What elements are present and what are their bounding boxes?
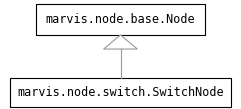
Text: marvis.node.base.Node: marvis.node.base.Node [46, 13, 195, 26]
Bar [36, 4, 205, 35]
Text: marvis.node.switch.SwitchNode: marvis.node.switch.SwitchNode [17, 86, 224, 99]
Polygon shape [104, 35, 137, 49]
Bar [10, 78, 231, 107]
